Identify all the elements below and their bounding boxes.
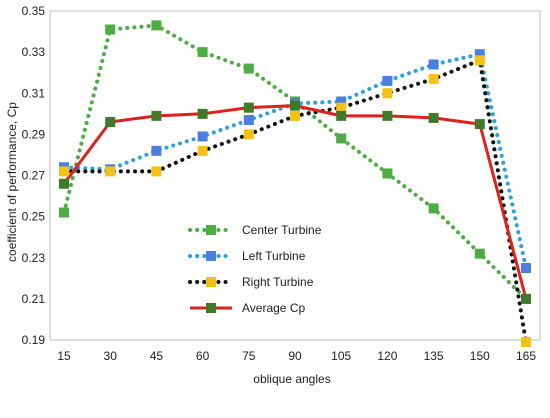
legend-swatch-marker	[206, 225, 216, 235]
data-point-average-cp	[243, 102, 254, 113]
data-point-average-cp	[428, 112, 439, 123]
y-tick-label: 0.23	[22, 251, 46, 265]
legend-label: Left Turbine	[242, 249, 306, 263]
data-point-left-turbine	[243, 114, 254, 125]
x-tick-label: 60	[196, 349, 210, 363]
legend-swatch-marker	[206, 303, 216, 313]
x-axis-title: oblique angles	[253, 372, 330, 386]
data-point-left-turbine	[336, 96, 347, 107]
y-tick-label: 0.33	[22, 45, 46, 59]
legend-label: Center Turbine	[242, 223, 322, 237]
x-tick-label: 165	[516, 349, 536, 363]
y-tick-label: 0.25	[22, 210, 46, 224]
data-point-right-turbine	[474, 55, 485, 66]
x-tick-label: 135	[424, 349, 444, 363]
data-point-average-cp	[382, 110, 393, 121]
data-point-left-turbine	[474, 49, 485, 60]
data-point-left-turbine	[382, 75, 393, 86]
data-point-right-turbine	[290, 110, 300, 121]
data-point-average-cp	[151, 110, 162, 121]
data-point-right-turbine	[243, 129, 254, 140]
data-point-average-cp	[336, 110, 347, 121]
data-point-center-turbine	[474, 248, 485, 259]
x-tick-label: 120	[377, 349, 397, 363]
data-point-right-turbine	[151, 166, 162, 177]
data-point-right-turbine	[105, 166, 116, 177]
data-point-average-cp	[105, 117, 116, 128]
legend-label: Average Cp	[242, 301, 305, 315]
x-tick-label: 75	[242, 349, 256, 363]
x-tick-label: 45	[150, 349, 164, 363]
y-tick-label: 0.27	[22, 169, 46, 183]
data-point-center-turbine	[151, 20, 162, 31]
x-tick-label: 150	[470, 349, 490, 363]
data-point-right-turbine	[521, 337, 531, 348]
data-point-right-turbine	[428, 73, 439, 84]
data-point-right-turbine	[59, 166, 69, 177]
legend-swatch-marker	[206, 251, 216, 261]
series-line-center-turbine	[62, 23, 528, 301]
data-point-right-turbine	[336, 102, 347, 113]
data-point-average-cp	[521, 293, 531, 304]
data-point-center-turbine	[428, 203, 439, 214]
legend-label: Right Turbine	[242, 275, 314, 289]
data-point-center-turbine	[105, 24, 116, 35]
y-axis-title: coefficient of performance, Cp	[5, 102, 19, 262]
y-tick-label: 0.21	[22, 292, 46, 306]
plot-area-frame	[49, 10, 541, 341]
data-point-center-turbine	[59, 207, 69, 218]
data-point-center-turbine	[382, 168, 393, 179]
x-tick-label: 30	[104, 349, 118, 363]
data-point-center-turbine	[336, 133, 347, 144]
legend-swatch-marker	[206, 277, 216, 287]
x-tick-label: 15	[57, 349, 71, 363]
data-point-right-turbine	[382, 88, 393, 99]
data-point-average-cp	[290, 100, 300, 111]
data-point-left-turbine	[151, 145, 162, 156]
data-point-center-turbine	[197, 47, 208, 58]
data-point-average-cp	[59, 178, 69, 189]
data-point-average-cp	[474, 119, 485, 130]
x-tick-label: 90	[288, 349, 302, 363]
data-point-right-turbine	[197, 145, 208, 156]
data-point-left-turbine	[197, 131, 208, 142]
y-tick-label: 0.31	[22, 86, 46, 100]
data-point-left-turbine	[521, 263, 531, 274]
x-tick-label: 105	[331, 349, 351, 363]
y-tick-label: 0.29	[22, 127, 46, 141]
data-point-left-turbine	[428, 59, 439, 70]
data-point-center-turbine	[243, 63, 254, 74]
y-tick-label: 0.19	[22, 333, 46, 347]
y-tick-label: 0.35	[22, 4, 46, 18]
data-point-average-cp	[197, 108, 208, 119]
